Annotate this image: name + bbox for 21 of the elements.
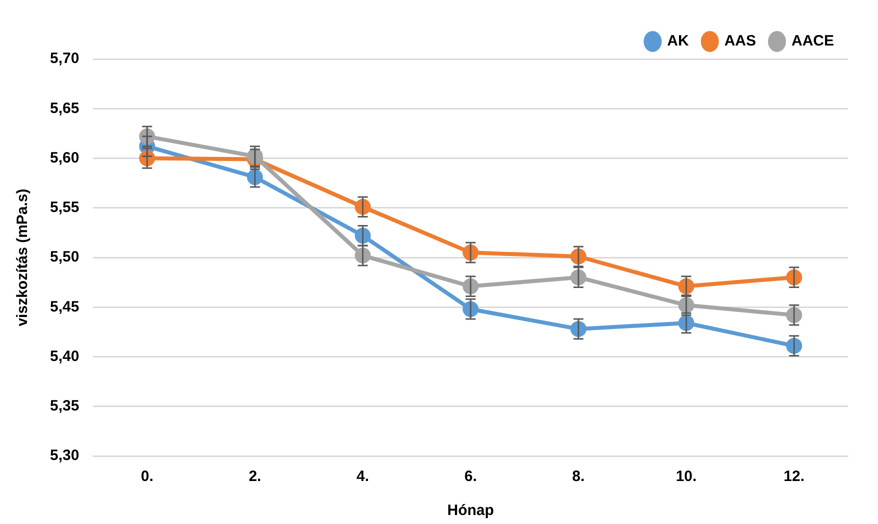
x-tick-label: 8. [572,468,585,486]
y-tick-label: 5,45 [50,298,80,316]
y-tick-label: 5,35 [50,398,80,415]
y-tick-label: 5,60 [50,149,80,166]
legend-label: AAS [724,32,756,50]
x-tick-label: 2. [248,468,262,486]
y-tick-label: 5,65 [50,100,80,117]
y-tick-label: 5,40 [50,348,80,365]
x-tick-label: 12. [784,468,805,486]
x-axis-title: Hónap [447,502,494,520]
x-tick-label: 0. [140,468,154,486]
x-tick-label: 6. [464,468,477,486]
y-tick-label: 5,55 [50,199,80,216]
y-tick-label: 5,50 [50,248,80,266]
x-tick-label: 10. [676,468,697,486]
y-axis-title: viszkozítás (mPa.s) [14,188,32,326]
legend-label: AACE [792,32,834,50]
legend-label: AK [667,32,689,50]
y-tick-label: 5,30 [50,447,80,464]
x-tick-label: 4. [356,468,370,486]
y-tick-label: 5,70 [50,50,80,68]
